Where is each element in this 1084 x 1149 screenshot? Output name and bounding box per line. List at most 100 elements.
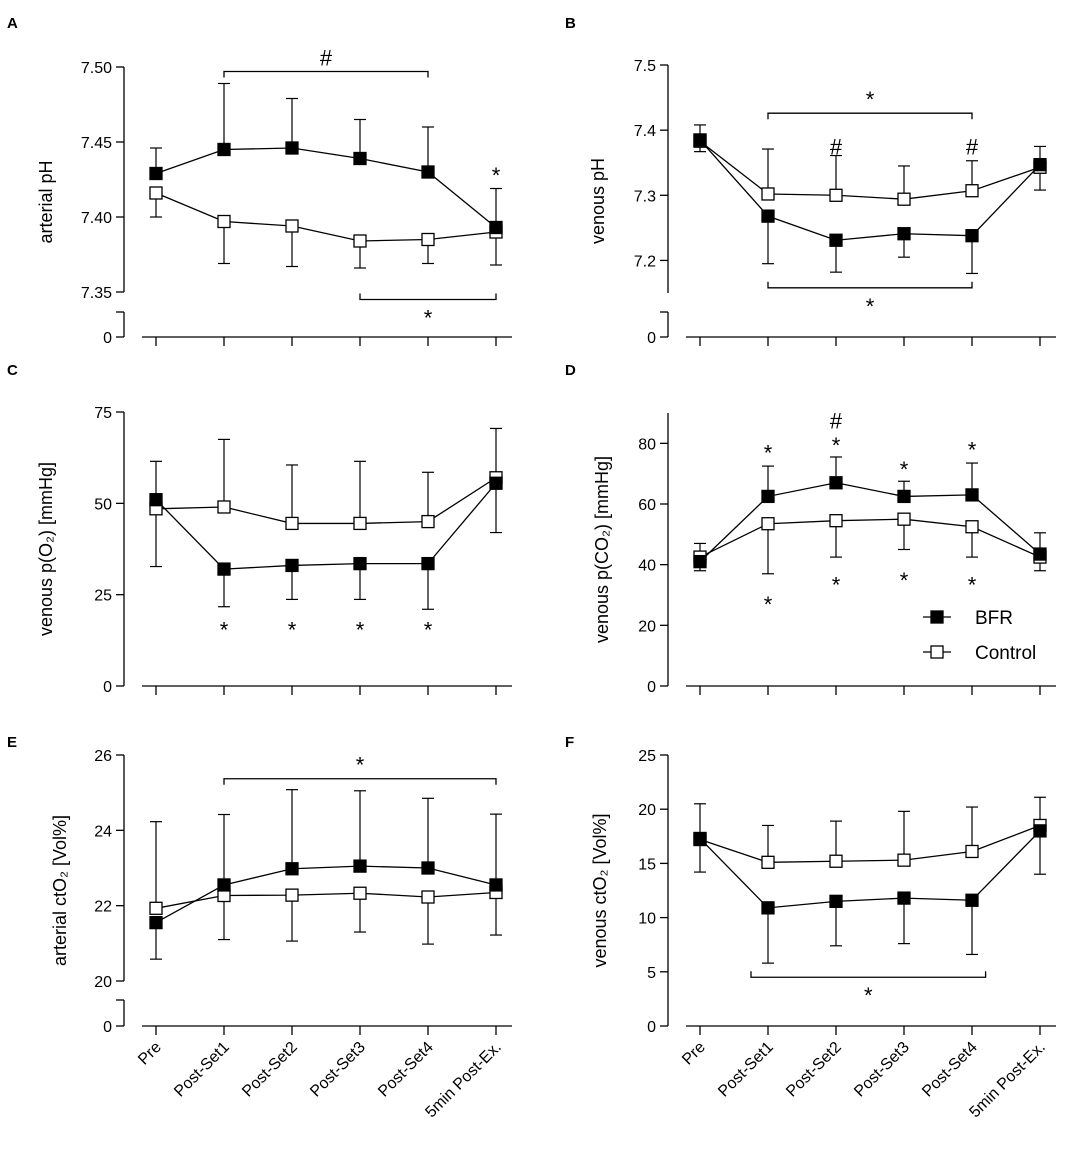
x-category-label: Pre (135, 1039, 165, 1069)
y-tick-label: 0 (647, 1019, 656, 1036)
panel-b: B 7.2 7.3 7.4 7.5 0 venous pH * * # # (565, 15, 1056, 347)
x-category-label: Post-Set2 (239, 1039, 301, 1101)
series-line (155, 477, 497, 525)
data-point-bfr (353, 859, 367, 873)
data-point-bfr (149, 493, 163, 507)
y-tick-label: 0 (103, 330, 112, 347)
significance-marker: * (220, 617, 229, 642)
data-point-control (965, 844, 979, 859)
bracket-label: * (424, 306, 433, 331)
significance-bracket (223, 778, 497, 785)
y-tick-label: 0 (103, 679, 112, 696)
data-point-bfr (829, 894, 843, 908)
series-control (694, 518, 1046, 575)
y-tick-label: 7.3 (634, 188, 656, 205)
y-tick-label: 60 (638, 497, 656, 514)
data-point-bfr (1033, 547, 1047, 561)
y-axis-label: arterial pH (36, 160, 56, 243)
data-point-control (897, 853, 911, 867)
y-tick-label: 7.35 (81, 285, 112, 302)
data-point-bfr (421, 556, 435, 571)
y-tick-label: 15 (638, 856, 656, 873)
significance-marker: * (832, 572, 841, 597)
data-point-control (829, 514, 843, 528)
significance-marker: * (288, 617, 297, 642)
y-tick-label: 5 (647, 965, 656, 982)
data-point-bfr (285, 141, 299, 155)
significance-bracket (767, 112, 973, 120)
data-point-bfr (285, 862, 299, 876)
y-tick-label: 24 (94, 823, 112, 840)
data-point-control (829, 188, 843, 202)
series-control (694, 796, 1046, 863)
data-point-control (829, 854, 843, 868)
data-point-bfr (489, 878, 503, 892)
data-point-bfr (217, 142, 231, 157)
data-point-bfr (693, 831, 707, 846)
data-point-control (761, 187, 775, 201)
series-line (699, 830, 1041, 909)
bracket-label: * (866, 294, 875, 319)
legend: BFR Control (923, 608, 1036, 664)
bracket-label: * (864, 983, 873, 1008)
data-point-control (897, 192, 911, 206)
y-tick-label: 50 (94, 496, 112, 513)
series-line (155, 865, 497, 924)
data-point-control (421, 514, 435, 529)
series-bfr (150, 460, 502, 610)
y-tick-label: 7.50 (81, 60, 112, 77)
data-point-control (285, 888, 299, 902)
panel-letter: D (565, 362, 576, 379)
y-tick-label: 7.40 (81, 210, 112, 227)
series-line (155, 147, 497, 229)
series-line (155, 482, 497, 570)
data-point-bfr (693, 554, 707, 569)
y-tick-label: 0 (647, 330, 656, 347)
significance-marker: * (424, 617, 433, 642)
x-category-label: Post-Set2 (783, 1039, 845, 1101)
y-tick-label: 20 (638, 802, 656, 819)
data-point-bfr (421, 165, 435, 179)
x-category-label: Post-Set1 (715, 1039, 777, 1101)
data-point-bfr (965, 229, 979, 243)
y-tick-label: 25 (638, 748, 656, 765)
data-point-bfr (1033, 824, 1047, 838)
series-line (699, 139, 1041, 241)
legend-label-bfr: BFR (975, 608, 1013, 629)
data-point-bfr (829, 233, 843, 247)
series-bfr (150, 82, 502, 229)
bracket-label: # (320, 46, 333, 71)
significance-marker: * (832, 433, 841, 458)
bracket-label: * (866, 87, 875, 112)
data-point-control (353, 886, 367, 900)
y-tick-label: 7.45 (81, 135, 112, 152)
y-tick-label: 7.5 (634, 58, 656, 75)
data-point-control (353, 234, 367, 248)
data-point-bfr (489, 220, 503, 235)
y-tick-label: 20 (638, 618, 656, 635)
y-axis-label: venous ctO₂ [Vol%] (590, 813, 610, 967)
data-point-control (761, 517, 775, 531)
y-tick-label: 25 (94, 588, 112, 605)
y-tick-label: 40 (638, 558, 656, 575)
data-point-control (421, 890, 435, 904)
data-point-bfr (693, 133, 707, 147)
y-axis-label: venous p(CO₂) [mmHg] (592, 456, 612, 643)
data-point-control (897, 512, 911, 526)
significance-marker: * (968, 572, 977, 597)
significance-bracket (359, 293, 497, 301)
series-line (699, 140, 1041, 200)
data-point-control (353, 516, 367, 531)
x-category-label: Post-Set3 (307, 1039, 369, 1101)
significance-marker: * (764, 592, 773, 617)
data-point-bfr (217, 562, 231, 576)
significance-marker: * (492, 163, 501, 188)
data-point-control (149, 186, 163, 200)
data-point-bfr (421, 861, 435, 875)
significance-marker: * (764, 440, 773, 465)
panel-letter: B (565, 15, 576, 32)
significance-marker: * (900, 457, 909, 482)
series-line (699, 482, 1041, 563)
x-category-label: Post-Set4 (919, 1039, 981, 1101)
